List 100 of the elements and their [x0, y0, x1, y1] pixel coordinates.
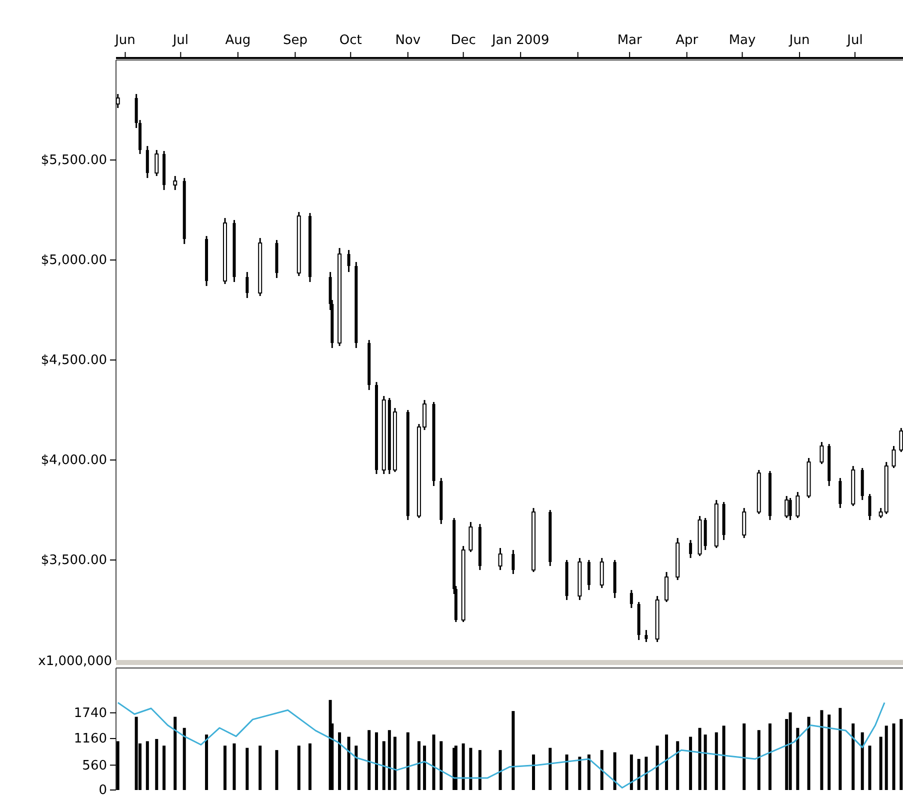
- candlestick: [892, 445, 896, 469]
- x-tick-label: Jun: [114, 32, 136, 48]
- line-series: [117, 702, 886, 789]
- candlestick: [468, 521, 473, 553]
- bar: [548, 748, 552, 790]
- y-tick-label: $3,500.00: [40, 553, 107, 568]
- candlestick: [246, 271, 249, 299]
- bar: [308, 743, 312, 790]
- bar: [338, 732, 342, 790]
- x-tick-label: Jan 2009: [490, 32, 550, 48]
- candlestick: [512, 549, 515, 575]
- bar: [275, 750, 278, 790]
- bar: [388, 730, 391, 790]
- x-tick-label: Jul: [846, 32, 863, 48]
- candlestick: [154, 149, 159, 177]
- candlestick: [644, 629, 648, 643]
- bar: [676, 741, 680, 790]
- y-tick-label: 1740: [74, 706, 107, 721]
- bar: [722, 726, 726, 790]
- bar: [347, 736, 350, 790]
- bar: [884, 726, 888, 790]
- candlestick: [587, 559, 590, 591]
- bar: [637, 758, 640, 790]
- bar: [432, 734, 436, 790]
- bar: [630, 754, 633, 790]
- bar: [578, 756, 582, 790]
- bar: [512, 711, 515, 790]
- candlestick: [796, 491, 800, 519]
- bar: [162, 746, 166, 790]
- candlestick: [788, 497, 792, 521]
- candlestick: [116, 93, 120, 109]
- x-tick-label: Aug: [225, 32, 251, 48]
- y-axis-title: x1,000,000: [38, 654, 112, 669]
- bar: [665, 734, 668, 790]
- bar: [182, 728, 186, 790]
- bar: [423, 746, 426, 790]
- x-tick-label: Jul: [172, 32, 189, 48]
- bar: [757, 730, 760, 790]
- bar: [714, 732, 718, 790]
- candlestick: [498, 547, 502, 571]
- bar: [462, 743, 465, 790]
- bar: [613, 752, 616, 790]
- bar: [807, 716, 810, 790]
- x-tick-label: Nov: [395, 32, 421, 48]
- x-tick-label: Jun: [788, 32, 810, 48]
- bar: [788, 712, 792, 790]
- candlestick: [742, 507, 746, 539]
- bar: [224, 746, 226, 790]
- candlestick: [146, 145, 149, 179]
- bar: [469, 748, 472, 790]
- bar: [742, 723, 746, 790]
- bar: [374, 732, 378, 790]
- candlestick: [689, 539, 692, 559]
- bar: [698, 728, 702, 790]
- bar: [393, 736, 396, 790]
- x-tick-label: May: [728, 32, 756, 48]
- bar: [258, 746, 262, 790]
- bar: [644, 756, 648, 790]
- bar: [146, 741, 149, 790]
- bar: [892, 723, 896, 790]
- candlestick: [347, 249, 350, 273]
- candlestick: [820, 441, 824, 465]
- bar: [820, 710, 824, 790]
- bar: [134, 716, 138, 790]
- bar: [828, 714, 831, 790]
- bar: [768, 723, 772, 790]
- y-tick-label: 0: [98, 783, 107, 798]
- y-tick-label: 1160: [74, 732, 107, 747]
- bar: [174, 716, 177, 790]
- bar: [796, 728, 800, 790]
- y-tick-label: $5,500.00: [40, 153, 107, 168]
- bar: [155, 738, 158, 790]
- x-tick-label: Apr: [676, 32, 699, 48]
- bar: [354, 746, 358, 790]
- bar: [478, 750, 482, 790]
- bar: [498, 750, 502, 790]
- y-tick-label: 560: [82, 758, 107, 774]
- bar: [704, 734, 707, 790]
- y-tick-label: $5,000.00: [40, 253, 107, 268]
- candlestick: [868, 493, 872, 521]
- bar: [232, 743, 236, 790]
- bar: [879, 736, 882, 790]
- bar: [440, 741, 443, 790]
- bar: [600, 750, 604, 790]
- x-tick-label: Sep: [282, 32, 308, 48]
- candlestick: [784, 495, 789, 519]
- bar: [532, 754, 536, 790]
- x-tick-label: Dec: [450, 32, 476, 48]
- bar: [900, 719, 903, 790]
- bar: [417, 741, 420, 790]
- bar: [587, 754, 590, 790]
- bar: [246, 748, 249, 790]
- x-tick-label: Mar: [617, 32, 642, 48]
- candlestick: [173, 175, 178, 191]
- candlestick: [630, 589, 633, 609]
- bar: [852, 723, 855, 790]
- bar: [689, 736, 692, 790]
- bar: [382, 741, 386, 790]
- y-tick-label: $4,500.00: [40, 353, 107, 368]
- bar: [368, 730, 371, 790]
